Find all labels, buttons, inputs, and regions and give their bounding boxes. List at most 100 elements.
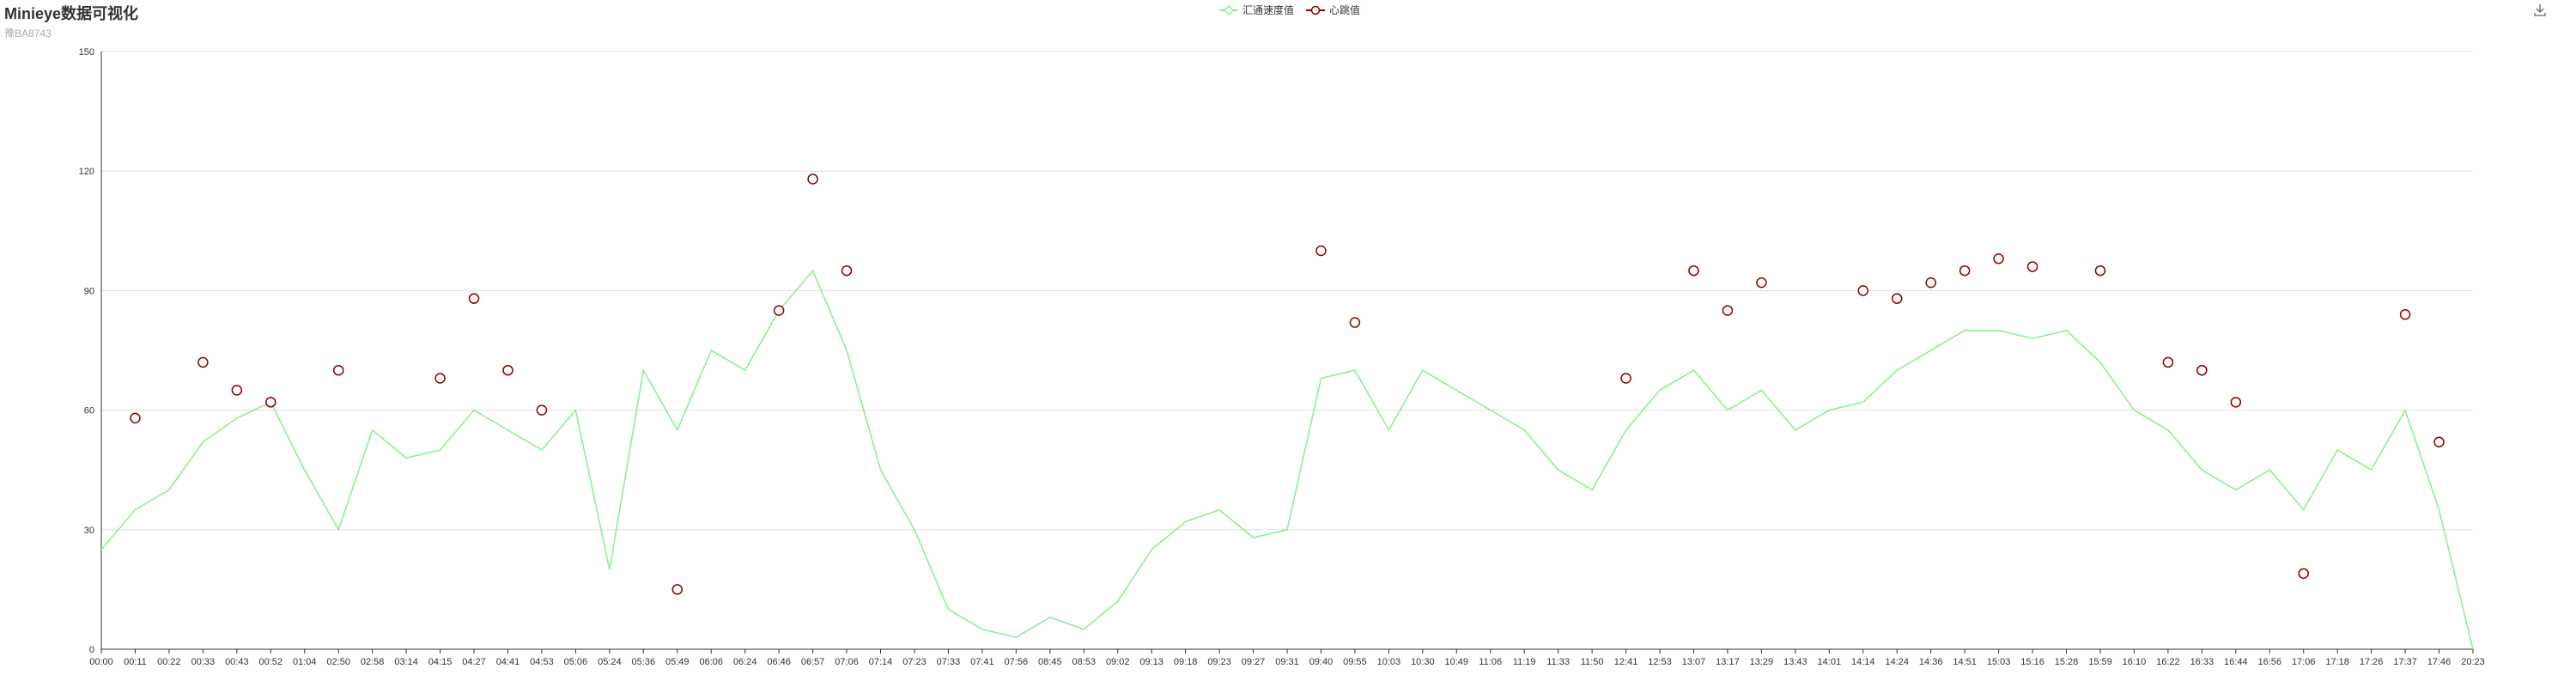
heartbeat-point bbox=[1722, 305, 1734, 316]
x-tick-label: 09:55 bbox=[1343, 657, 1367, 667]
heartbeat-point bbox=[332, 364, 344, 376]
x-tick-label: 07:33 bbox=[937, 657, 961, 667]
heartbeat-point bbox=[536, 404, 548, 416]
x-tick-label: 09:13 bbox=[1139, 657, 1163, 667]
x-tick-label: 20:23 bbox=[2461, 657, 2485, 667]
y-tick-label: 0 bbox=[89, 645, 94, 655]
x-tick-label: 16:22 bbox=[2156, 657, 2180, 667]
x-tick-label: 05:06 bbox=[564, 657, 588, 667]
x-tick-label: 00:52 bbox=[259, 657, 283, 667]
heartbeat-point bbox=[231, 385, 243, 396]
legend-label-heartbeat: 心跳值 bbox=[1329, 4, 1361, 16]
heartbeat-point bbox=[265, 397, 276, 408]
diamond-legend-icon bbox=[1219, 4, 1238, 15]
heartbeat-point bbox=[1620, 373, 1631, 384]
x-tick-label: 00:22 bbox=[157, 657, 181, 667]
y-tick-label: 30 bbox=[84, 526, 94, 536]
x-tick-label: 15:03 bbox=[1987, 657, 2011, 667]
x-tick-label: 08:45 bbox=[1038, 657, 1062, 667]
legend-item-heartbeat[interactable]: 心跳值 bbox=[1306, 3, 1360, 17]
x-tick-label: 16:56 bbox=[2257, 657, 2281, 667]
heartbeat-point bbox=[1993, 253, 2004, 264]
x-tick-label: 07:06 bbox=[835, 657, 859, 667]
legend-item-speed[interactable]: 汇通速度值 bbox=[1219, 3, 1294, 17]
x-tick-label: 08:53 bbox=[1072, 657, 1096, 667]
x-tick-label: 06:06 bbox=[699, 657, 723, 667]
download-icon[interactable] bbox=[2533, 3, 2547, 21]
heartbeat-point bbox=[1925, 277, 1936, 289]
y-tick-label: 120 bbox=[79, 167, 94, 177]
speed-series-line bbox=[100, 269, 2474, 650]
x-tick-label: 04:53 bbox=[530, 657, 554, 667]
heartbeat-point bbox=[2196, 364, 2208, 376]
x-tick-label: 07:41 bbox=[970, 657, 994, 667]
x-tick-label: 15:16 bbox=[2020, 657, 2044, 667]
x-tick-label: 02:50 bbox=[326, 657, 350, 667]
heartbeat-point bbox=[502, 364, 513, 376]
x-tick-label: 16:33 bbox=[2190, 657, 2215, 667]
heartbeat-point bbox=[2026, 261, 2038, 272]
x-tick-label: 07:14 bbox=[869, 657, 893, 667]
x-tick-label: 13:07 bbox=[1682, 657, 1706, 667]
x-tick-label: 09:31 bbox=[1275, 657, 1299, 667]
x-tick-label: 15:59 bbox=[2088, 657, 2112, 667]
heartbeat-point bbox=[1315, 245, 1327, 257]
x-tick-label: 00:43 bbox=[225, 657, 249, 667]
x-tick-label: 14:24 bbox=[1885, 657, 1909, 667]
x-tick-label: 10:30 bbox=[1411, 657, 1435, 667]
x-tick-label: 14:51 bbox=[1953, 657, 1977, 667]
y-tick-label: 60 bbox=[84, 406, 94, 416]
x-tick-label: 17:26 bbox=[2360, 657, 2384, 667]
x-tick-label: 09:27 bbox=[1242, 657, 1266, 667]
x-tick-label: 12:41 bbox=[1614, 657, 1638, 667]
heartbeat-point bbox=[2433, 436, 2445, 447]
y-tick-label: 90 bbox=[84, 286, 94, 296]
x-tick-label: 00:00 bbox=[89, 657, 113, 667]
x-tick-label: 04:41 bbox=[496, 657, 520, 667]
x-tick-label: 11:33 bbox=[1546, 657, 1570, 667]
circle-legend-icon bbox=[1306, 5, 1326, 15]
x-tick-label: 09:23 bbox=[1207, 657, 1231, 667]
heartbeat-point bbox=[671, 584, 683, 595]
heartbeat-point bbox=[807, 173, 818, 185]
x-tick-label: 06:46 bbox=[767, 657, 791, 667]
x-tick-label: 07:56 bbox=[1005, 657, 1029, 667]
heartbeat-point bbox=[434, 373, 446, 384]
x-tick-label: 12:53 bbox=[1648, 657, 1672, 667]
x-tick-label: 06:24 bbox=[733, 657, 757, 667]
x-tick-label: 11:06 bbox=[1479, 657, 1502, 667]
x-tick-label: 09:18 bbox=[1174, 657, 1198, 667]
x-tick-label: 09:02 bbox=[1106, 657, 1130, 667]
x-tick-label: 13:43 bbox=[1783, 657, 1807, 667]
x-tick-label: 15:28 bbox=[2055, 657, 2079, 667]
x-tick-label: 14:14 bbox=[1851, 657, 1875, 667]
x-tick-label: 10:03 bbox=[1377, 657, 1401, 667]
x-tick-label: 10:49 bbox=[1445, 657, 1469, 667]
x-tick-label: 04:15 bbox=[428, 657, 453, 667]
chart-legend: 汇通速度值 心跳值 bbox=[1219, 3, 1372, 17]
x-tick-label: 05:36 bbox=[632, 657, 656, 667]
heartbeat-point bbox=[2162, 356, 2174, 368]
heartbeat-point bbox=[1349, 317, 1361, 328]
chart-subtitle: 豫BA8743 bbox=[4, 27, 52, 40]
heartbeat-point bbox=[1857, 285, 1869, 296]
heartbeat-point bbox=[1688, 264, 1699, 277]
legend-label-speed: 汇通速度值 bbox=[1242, 4, 1295, 16]
x-tick-label: 07:23 bbox=[902, 657, 927, 667]
chart-title: Minieye数据可视化 bbox=[4, 5, 139, 22]
heartbeat-point bbox=[2298, 568, 2309, 580]
x-tick-label: 16:10 bbox=[2123, 657, 2147, 667]
x-tick-label: 09:40 bbox=[1309, 657, 1334, 667]
heartbeat-point bbox=[2094, 264, 2106, 277]
heartbeat-point bbox=[130, 412, 141, 424]
x-tick-label: 05:24 bbox=[598, 657, 622, 667]
y-tick-label: 150 bbox=[79, 47, 94, 58]
x-tick-label: 13:17 bbox=[1716, 657, 1740, 667]
heartbeat-point bbox=[468, 293, 480, 304]
x-tick-label: 11:50 bbox=[1581, 657, 1604, 667]
x-tick-label: 06:57 bbox=[801, 657, 825, 667]
heartbeat-point bbox=[197, 356, 209, 368]
heartbeat-point bbox=[773, 305, 785, 316]
x-tick-label: 11:19 bbox=[1513, 657, 1536, 667]
